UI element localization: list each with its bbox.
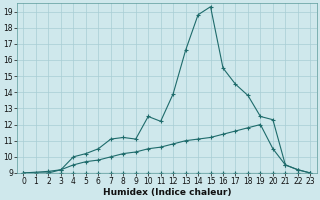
X-axis label: Humidex (Indice chaleur): Humidex (Indice chaleur) bbox=[103, 188, 231, 197]
